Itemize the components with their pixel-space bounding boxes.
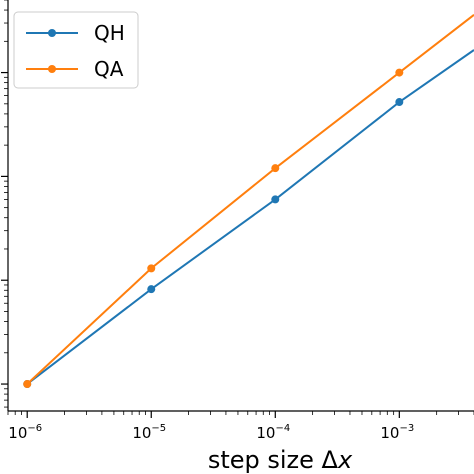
x-axis-label: step size Δx	[208, 446, 353, 474]
x-tick-label-base: 10	[256, 424, 275, 442]
x-tick-label-exponent: −4	[275, 423, 290, 434]
x-tick-label: 10−6	[8, 423, 42, 442]
series-point-qh	[147, 285, 156, 294]
legend-label-qa: QA	[94, 57, 124, 81]
x-tick-label-base: 10	[380, 424, 399, 442]
y-axis-ticks	[1, 0, 8, 408]
series-point-qa	[147, 264, 156, 273]
series-point-qh	[395, 98, 404, 107]
series-point-qa	[271, 164, 280, 173]
x-axis-ticks: 10−6 10−5 10−4 10−3	[7, 411, 474, 442]
x-tick-label: 10−4	[256, 423, 290, 442]
x-tick-label-base: 10	[8, 424, 27, 442]
legend-marker-qh	[48, 29, 56, 37]
x-tick-label: 10−5	[132, 423, 166, 442]
x-tick-label-exponent: −5	[151, 423, 166, 434]
x-tick-label-exponent: −3	[399, 423, 414, 434]
series-point-qh	[271, 195, 280, 204]
legend: QH QA	[13, 11, 139, 89]
legend-marker-qa	[48, 65, 56, 73]
x-axis-label-variable: x	[337, 446, 353, 474]
series-point-qa	[395, 68, 404, 77]
x-tick-label: 10−3	[380, 423, 414, 442]
series-point-qa	[23, 380, 32, 389]
legend-items: QH QA	[26, 21, 125, 81]
x-tick-label-exponent: −6	[27, 423, 42, 434]
series-layer	[23, 14, 474, 389]
x-axis-label-text: step size Δ	[208, 446, 339, 474]
legend-label-qh: QH	[94, 21, 125, 45]
x-tick-label-base: 10	[132, 424, 151, 442]
